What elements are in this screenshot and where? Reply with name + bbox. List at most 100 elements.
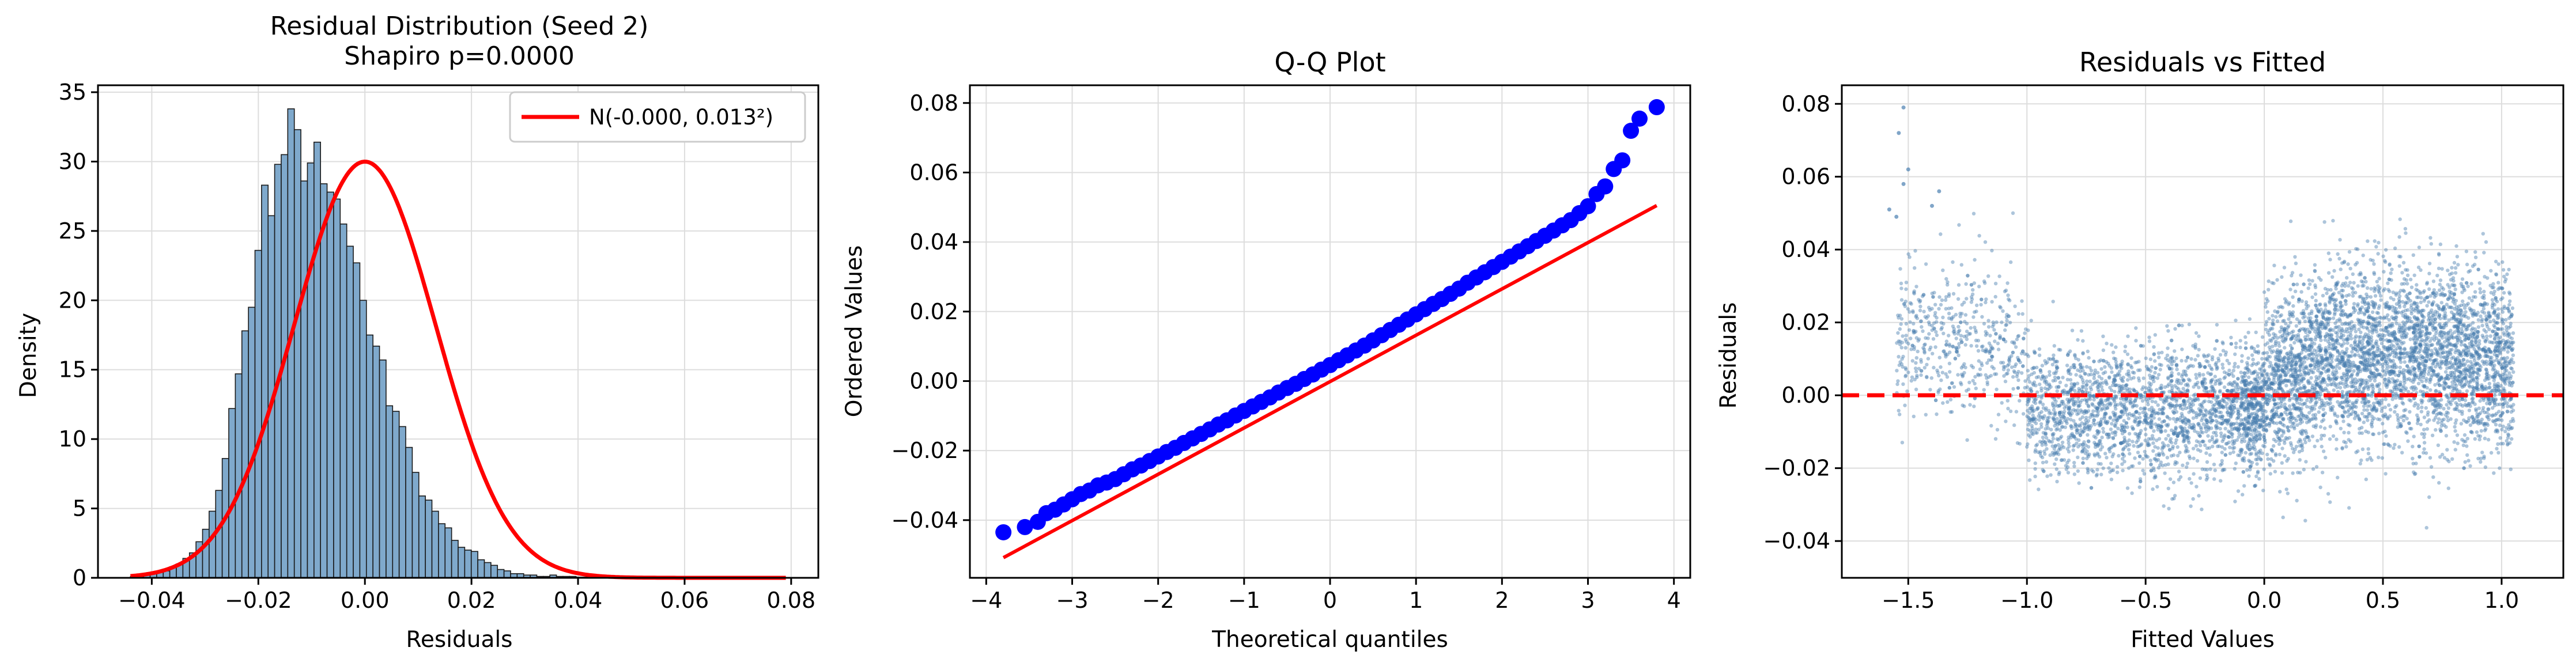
rvf-point (2336, 252, 2339, 256)
rvf-point (2194, 444, 2198, 448)
rvf-point (2102, 467, 2105, 470)
rvf-point (1986, 319, 1990, 322)
rvf-point (2101, 388, 2104, 392)
rvf-point (2130, 491, 2133, 495)
rvf-point (2337, 317, 2341, 321)
rvf-point (2037, 487, 2040, 491)
rvf-point (2189, 357, 2193, 361)
rvf-point (2492, 471, 2495, 475)
rvf-point (2128, 432, 2131, 436)
rvf-point (2128, 452, 2131, 455)
rvf-point (2384, 398, 2388, 401)
rvf-point (2395, 342, 2399, 345)
rvf-point (2282, 516, 2285, 519)
histogram-bar (360, 300, 366, 578)
rvf-point (2487, 438, 2490, 441)
rvf-point (2365, 478, 2368, 481)
rvf-point (2141, 469, 2144, 472)
histogram-bar (262, 185, 268, 578)
rvf-point (1916, 350, 1920, 353)
residuals-fitted-panel: Residuals vs Fitted Fitted Values Residu… (1716, 47, 2563, 653)
rvf-point (2454, 448, 2457, 451)
rvf-point (2205, 446, 2209, 450)
rvf-point (2256, 345, 2260, 348)
rvf-point (2186, 366, 2189, 370)
rvf-point (2295, 324, 2298, 328)
rvf-point (2038, 347, 2041, 351)
rvf-point (2495, 447, 2498, 451)
rvf-point (2033, 371, 2036, 374)
rvf-point (1949, 398, 1952, 402)
rvf-point (2106, 362, 2110, 365)
rvf-point (2439, 278, 2442, 282)
qq-point (1597, 179, 1613, 195)
rvf-point (1997, 412, 2000, 416)
rvf-point (2051, 363, 2054, 366)
rvf-point (2052, 354, 2055, 357)
y-tick-label: 30 (59, 149, 86, 174)
rvf-point (2219, 427, 2222, 430)
rvf-point (2440, 361, 2443, 365)
rvf-point (2450, 271, 2454, 275)
rvf-point (2356, 449, 2359, 453)
y-tick-label: 25 (59, 218, 86, 244)
rvf-point (2208, 453, 2212, 457)
rvf-point (2404, 268, 2407, 271)
rvf-point (2427, 495, 2431, 499)
rvf-point (2074, 373, 2078, 376)
rvf-point (2142, 406, 2146, 410)
rvf-point (2244, 451, 2248, 455)
rvf-point (1909, 301, 1912, 305)
rvf-point (1972, 404, 1976, 408)
rvf-point (2443, 311, 2447, 315)
rvf-point (2270, 281, 2273, 285)
histogram-bar (392, 411, 399, 578)
rvf-point (1929, 346, 1932, 349)
rvf-point (2092, 377, 2096, 380)
rvf-point (2257, 450, 2260, 453)
rvf-point (2354, 263, 2357, 266)
rvf-point (2057, 471, 2061, 474)
rvf-point (2354, 330, 2358, 333)
rvf-point (1939, 365, 1942, 369)
rvf-point (2313, 283, 2317, 287)
rvf-point (1964, 313, 1967, 316)
rvf-point (2212, 463, 2216, 466)
rvf-point (2505, 426, 2508, 430)
rvf-point (2057, 385, 2060, 388)
rvf-point (2431, 434, 2434, 437)
rvf-point (2287, 317, 2290, 321)
rvf-point (2214, 468, 2217, 472)
rvf-point (2347, 431, 2350, 434)
rvf-point (1948, 370, 1951, 373)
rvf-point (2482, 455, 2486, 458)
rvf-point (2184, 383, 2188, 387)
rvf-point (1935, 316, 1938, 319)
rvf-point (2353, 336, 2356, 340)
rvf-point (2303, 328, 2306, 332)
rvf-point (2134, 339, 2137, 342)
rvf-point (2313, 445, 2316, 448)
rvf-point (1999, 361, 2003, 364)
rvf-point (2501, 260, 2504, 264)
rvf-point (2004, 380, 2007, 383)
histogram-bar (301, 181, 307, 578)
rvf-point (2419, 399, 2423, 402)
rvf-point (2340, 322, 2344, 325)
rvf-point (2027, 459, 2030, 462)
rvf-point (2121, 457, 2124, 460)
rvf-point (2298, 338, 2302, 342)
rvf-point (2367, 452, 2370, 455)
rvf-point (2434, 389, 2437, 393)
rvf-point (2013, 305, 2016, 308)
rvf-point (2376, 334, 2379, 337)
rvf-point (2381, 422, 2384, 425)
rvf-point (2036, 395, 2039, 398)
rvf-point (2254, 475, 2258, 478)
rvf-point (2305, 399, 2309, 402)
rvf-point (2155, 485, 2159, 489)
x-tick-label: 2 (1495, 588, 1509, 613)
rvf-point (2321, 407, 2325, 411)
rvf-point (2143, 450, 2147, 453)
rvf-point (2356, 389, 2359, 393)
